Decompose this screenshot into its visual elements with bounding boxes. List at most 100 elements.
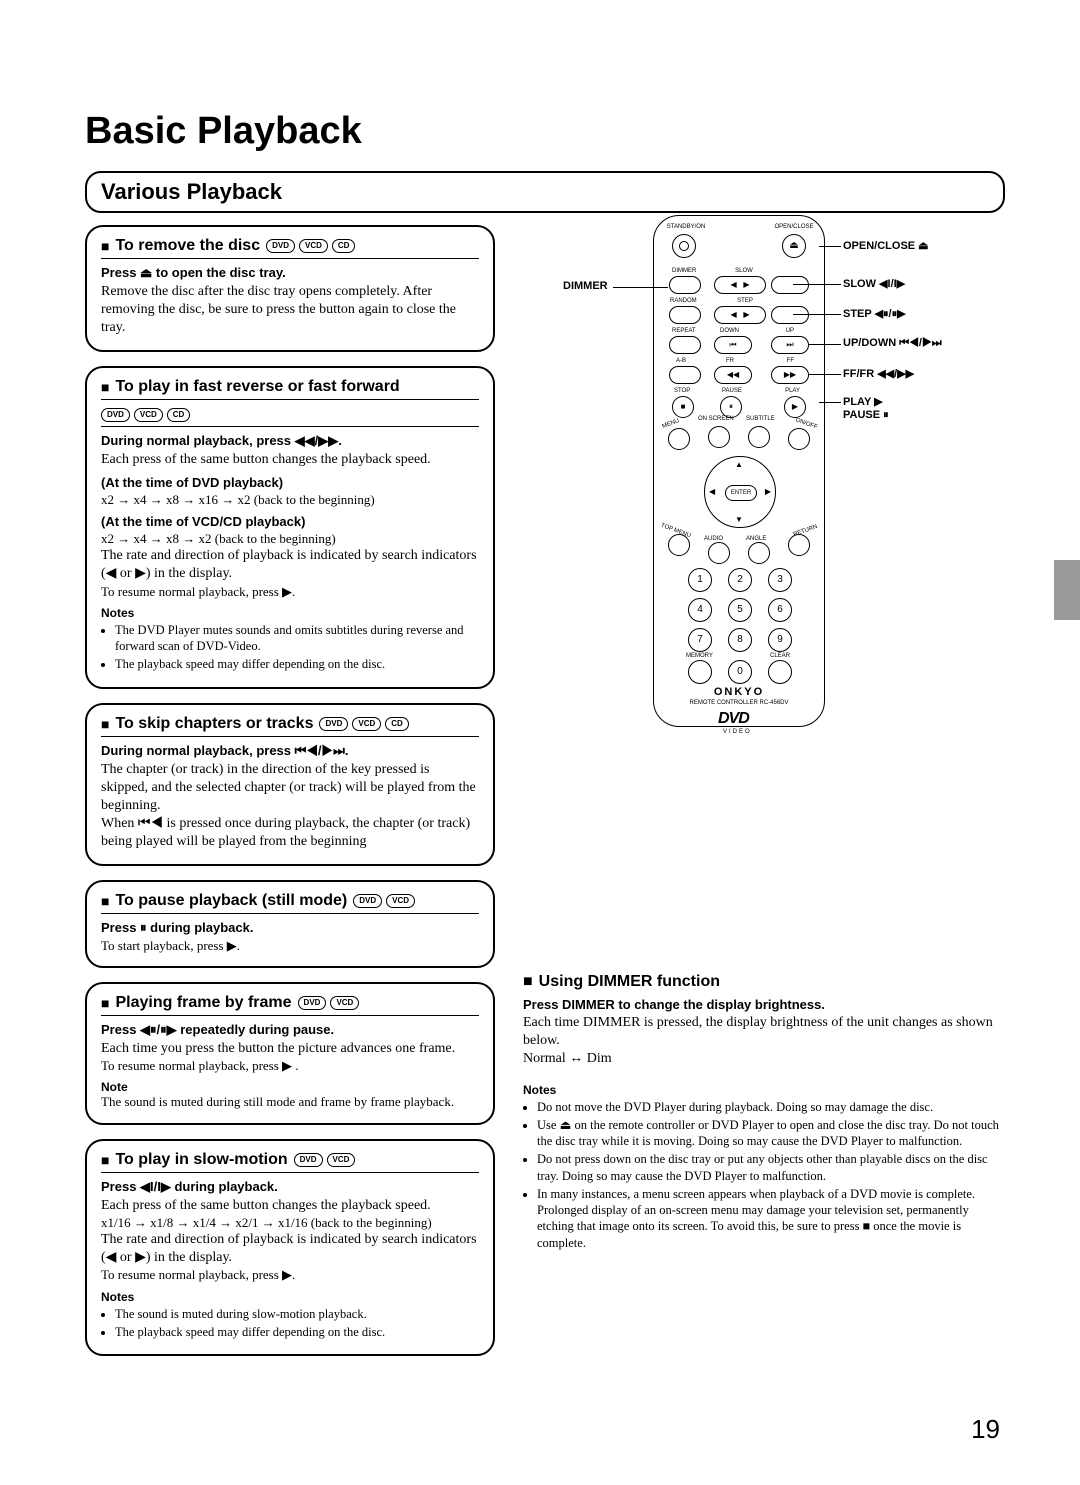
page-title: Basic Playback — [85, 110, 1005, 153]
lbl-clear: CLEAR — [770, 653, 790, 659]
btn-r7-1 — [668, 428, 690, 450]
btn-r9-2 — [708, 542, 730, 564]
notes-list: The DVD Player mutes sounds and omits su… — [101, 622, 479, 673]
btn-ff: ▶▶ — [771, 366, 809, 384]
btn-ab — [669, 366, 701, 384]
dpad-ring: ▲ ▼ ◀ ▶ ENTER — [704, 456, 776, 528]
btn-pause: ⏸ — [720, 396, 742, 418]
notes-title: Note — [101, 1080, 479, 1094]
btn-dimmer — [669, 276, 701, 294]
section-title-text: To play in slow-motion — [115, 1151, 287, 1169]
section-box: ■Playing frame by frameDVDVCDPress ◀⏸/⏸▶… — [85, 982, 495, 1125]
section-heading: ■ To play in slow-motion DVDVCD — [101, 1151, 479, 1173]
notes-title: Notes — [101, 1290, 479, 1304]
callout-slow: SLOW ◀I/I▶ — [843, 277, 905, 290]
note-item: The playback speed may differ depending … — [115, 1324, 479, 1340]
btn-play: ▶ — [784, 396, 806, 418]
callout-dimmer: DIMMER — [563, 280, 608, 292]
bold-line: (At the time of VCD/CD playback) — [101, 514, 479, 529]
btn-slow: ◀ ▶ — [714, 276, 766, 294]
btn-r7-4 — [788, 428, 810, 450]
remote-body: STANDBY/ON OPEN/CLOSE ⏏ DIMMER SLOW ◀ ▶ … — [653, 215, 825, 727]
section-heading: ■ To play in fast reverse or fast forward — [101, 378, 479, 400]
disc-badge: VCD — [352, 717, 381, 731]
dimmer-heading-text: Using DIMMER function — [539, 973, 720, 991]
lbl-open: OPEN/CLOSE — [774, 224, 814, 230]
small-text: x2 → x4 → x8 → x2 (back to the beginning… — [101, 531, 479, 547]
dvd-logo-sub: VIDEO — [723, 729, 752, 735]
disc-badge: DVD — [266, 239, 295, 253]
square-icon: ■ — [101, 1152, 109, 1168]
btn-r7-3 — [748, 426, 770, 448]
body-text: Each press of the same button changes th… — [101, 451, 479, 469]
callout-play: PLAY ▶ — [843, 395, 883, 408]
section-title-text: To play in fast reverse or fast forward — [115, 378, 399, 396]
callout-updown: UP/DOWN ⏮◀/▶⏭ — [843, 337, 942, 350]
lbl-standby: STANDBY/ON — [666, 224, 706, 230]
square-icon: ■ — [101, 995, 109, 1011]
lbl-fr: FR — [726, 358, 734, 364]
lbl-ab: A-B — [676, 358, 686, 364]
lbl-stop: STOP — [674, 388, 690, 394]
num-9: 9 — [768, 628, 792, 652]
disc-badges: DVD VCD — [353, 894, 415, 908]
btn-fr: ◀◀ — [714, 366, 752, 384]
left-column: ■To remove the discDVDVCDCDPress ⏏ to op… — [85, 225, 495, 1370]
section-title-text: To pause playback (still mode) — [115, 892, 347, 910]
square-icon: ■ — [101, 379, 109, 395]
disc-badge: DVD — [353, 894, 382, 908]
page-number: 19 — [971, 1414, 1000, 1445]
disc-badge: DVD — [319, 717, 348, 731]
lbl-play: PLAY — [785, 388, 800, 394]
section-header: Various Playback — [85, 171, 1005, 213]
body-text: The chapter (or track) in the direction … — [101, 761, 479, 816]
disc-badges: DVDVCD — [294, 1153, 356, 1167]
num-3: 3 — [768, 568, 792, 592]
lbl-onscreen: ON SCREEN — [698, 416, 734, 422]
section-box: ■To pause playback (still mode)DVDVCDPre… — [85, 880, 495, 968]
num-7: 7 — [688, 628, 712, 652]
callout-step: STEP ◀⏸/⏸▶ — [843, 307, 906, 321]
note-item: The sound is muted during slow-motion pl… — [115, 1306, 479, 1322]
disc-badge: CD — [385, 717, 409, 731]
body-text: The rate and direction of playback is in… — [101, 1231, 479, 1267]
lbl-slow: SLOW — [729, 268, 759, 274]
bold-line: During normal playback, press ◀◀/▶▶. — [101, 433, 479, 449]
disc-badge: DVD — [101, 408, 130, 422]
disc-badge: DVD — [294, 1153, 323, 1167]
num-8: 8 — [728, 628, 752, 652]
dimmer-body1: Each time DIMMER is pressed, the display… — [523, 1014, 1005, 1050]
section-box: ■To play in slow-motionDVDVCDPress ◀I/I▶… — [85, 1139, 495, 1357]
num-4: 4 — [688, 598, 712, 622]
btn-r7-2 — [708, 426, 730, 448]
note-item: The playback speed may differ depending … — [115, 656, 479, 672]
disc-badge: VCD — [330, 996, 359, 1010]
lbl-step: STEP — [730, 298, 760, 304]
right-notes-title: Notes — [523, 1083, 1005, 1097]
bold-line: Press ◀⏸/⏸▶ repeatedly during pause. — [101, 1022, 479, 1038]
disc-badges: DVD VCD CD — [319, 717, 408, 731]
lbl-dimmer: DIMMER — [672, 268, 696, 274]
small-text: To resume normal playback, press ▶. — [101, 584, 479, 600]
lbl-up: UP — [786, 328, 794, 334]
btn-clear — [768, 660, 792, 684]
small-text: To start playback, press ▶. — [101, 938, 479, 954]
btn-open: ⏏ — [782, 234, 806, 258]
disc-badge: CD — [167, 408, 191, 422]
disc-badge: VCD — [386, 894, 415, 908]
disc-badge: CD — [332, 239, 356, 253]
lbl-random: RANDOM — [670, 298, 697, 304]
lbl-repeat: REPEAT — [672, 328, 696, 334]
num-1: 1 — [688, 568, 712, 592]
section-title-text: Playing frame by frame — [115, 994, 291, 1012]
page-content: Basic Playback Various Playback ■To remo… — [0, 0, 1080, 1410]
btn-step-r — [771, 306, 809, 324]
bold-line: (At the time of DVD playback) — [101, 475, 479, 490]
notes-list: The sound is muted during slow-motion pl… — [101, 1306, 479, 1341]
btn-r9-3 — [748, 542, 770, 564]
btn-slow-r — [771, 276, 809, 294]
dimmer-bold: Press DIMMER to change the display brigh… — [523, 997, 1005, 1012]
lbl-ff: FF — [787, 358, 794, 364]
disc-badges: DVDVCDCD — [266, 239, 355, 253]
dvd-logo: DVD — [718, 710, 749, 728]
